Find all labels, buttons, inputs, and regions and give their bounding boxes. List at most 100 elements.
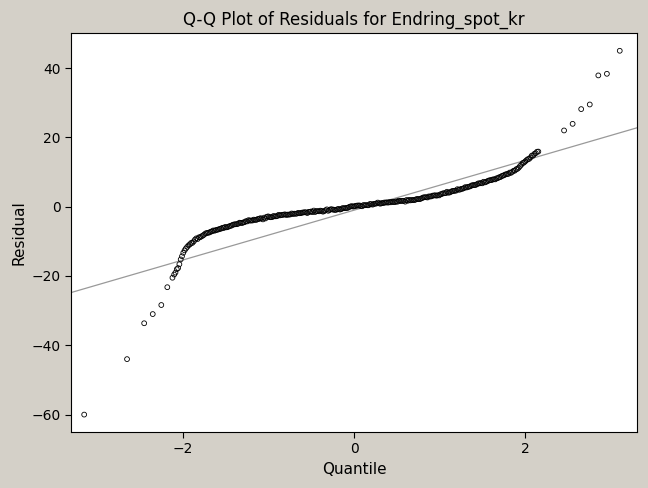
Point bbox=[409, 196, 419, 204]
Point bbox=[533, 148, 544, 156]
Point bbox=[482, 177, 492, 185]
Point bbox=[465, 183, 476, 190]
Point bbox=[345, 203, 356, 210]
Point bbox=[279, 211, 289, 219]
Point bbox=[325, 205, 336, 213]
Point bbox=[275, 211, 285, 219]
Point bbox=[614, 47, 625, 55]
Point bbox=[196, 232, 207, 240]
Point bbox=[148, 310, 158, 318]
Point bbox=[225, 222, 235, 230]
Point bbox=[421, 193, 432, 201]
Point bbox=[491, 174, 502, 182]
Point bbox=[315, 207, 325, 215]
Point bbox=[286, 209, 297, 217]
Point bbox=[499, 171, 509, 179]
Point bbox=[259, 214, 270, 222]
Point bbox=[284, 211, 294, 219]
Point bbox=[258, 216, 268, 224]
Point bbox=[413, 195, 423, 203]
Point bbox=[373, 199, 383, 206]
Point bbox=[122, 355, 132, 363]
Point bbox=[329, 206, 339, 214]
Point bbox=[314, 207, 324, 215]
Point bbox=[401, 196, 411, 204]
Point bbox=[334, 205, 344, 213]
Point bbox=[392, 198, 402, 205]
Point bbox=[520, 158, 531, 165]
Point bbox=[236, 219, 246, 227]
Point bbox=[519, 159, 529, 166]
Point bbox=[494, 173, 504, 181]
Point bbox=[169, 271, 179, 279]
Point bbox=[288, 210, 298, 218]
Point bbox=[231, 220, 242, 228]
Point bbox=[177, 252, 187, 260]
Point bbox=[454, 186, 464, 194]
Point bbox=[264, 213, 275, 221]
Point bbox=[468, 181, 478, 189]
Point bbox=[371, 200, 382, 207]
Point bbox=[354, 202, 365, 209]
Point bbox=[280, 210, 290, 218]
Point bbox=[360, 202, 370, 209]
Point bbox=[559, 126, 569, 134]
Point bbox=[524, 155, 535, 163]
Point bbox=[434, 191, 445, 199]
Point bbox=[464, 183, 474, 191]
Point bbox=[323, 207, 333, 215]
Point bbox=[480, 179, 490, 186]
Point bbox=[189, 238, 199, 245]
Point bbox=[388, 198, 399, 206]
Point bbox=[417, 194, 427, 202]
Point bbox=[268, 212, 279, 220]
Point bbox=[402, 197, 413, 204]
Point bbox=[331, 206, 341, 214]
Title: Q-Q Plot of Residuals for Endring_spot_kr: Q-Q Plot of Residuals for Endring_spot_k… bbox=[183, 11, 525, 29]
Point bbox=[172, 265, 182, 273]
Point bbox=[441, 189, 451, 197]
Point bbox=[249, 216, 259, 224]
Point bbox=[419, 193, 429, 201]
Point bbox=[380, 199, 391, 206]
Point bbox=[369, 200, 379, 208]
Point bbox=[361, 201, 371, 209]
Point bbox=[498, 172, 508, 180]
Point bbox=[382, 199, 392, 206]
Point bbox=[316, 207, 327, 215]
Point bbox=[209, 227, 220, 235]
Point bbox=[255, 214, 266, 222]
Point bbox=[198, 232, 208, 240]
Point bbox=[212, 226, 222, 234]
Point bbox=[378, 199, 388, 207]
Point bbox=[267, 213, 277, 221]
Point bbox=[340, 204, 351, 212]
Point bbox=[393, 197, 404, 204]
Point bbox=[351, 202, 361, 210]
Point bbox=[194, 233, 204, 241]
Point bbox=[295, 209, 306, 217]
Point bbox=[250, 216, 260, 224]
Point bbox=[432, 192, 442, 200]
Point bbox=[507, 168, 517, 176]
Point bbox=[518, 159, 528, 167]
Point bbox=[425, 193, 435, 201]
Point bbox=[311, 207, 321, 215]
Point bbox=[246, 217, 257, 224]
Point bbox=[307, 208, 318, 216]
Point bbox=[222, 223, 233, 231]
Point bbox=[448, 187, 459, 195]
Point bbox=[474, 180, 485, 187]
Point bbox=[276, 211, 286, 219]
Point bbox=[450, 187, 460, 195]
Point bbox=[358, 201, 369, 209]
Point bbox=[167, 274, 178, 282]
Point bbox=[435, 190, 446, 198]
Point bbox=[305, 208, 315, 216]
Point bbox=[332, 205, 343, 213]
Point bbox=[522, 156, 532, 164]
Point bbox=[481, 178, 491, 186]
Point bbox=[487, 176, 498, 183]
Point bbox=[516, 161, 527, 168]
Point bbox=[227, 221, 238, 229]
